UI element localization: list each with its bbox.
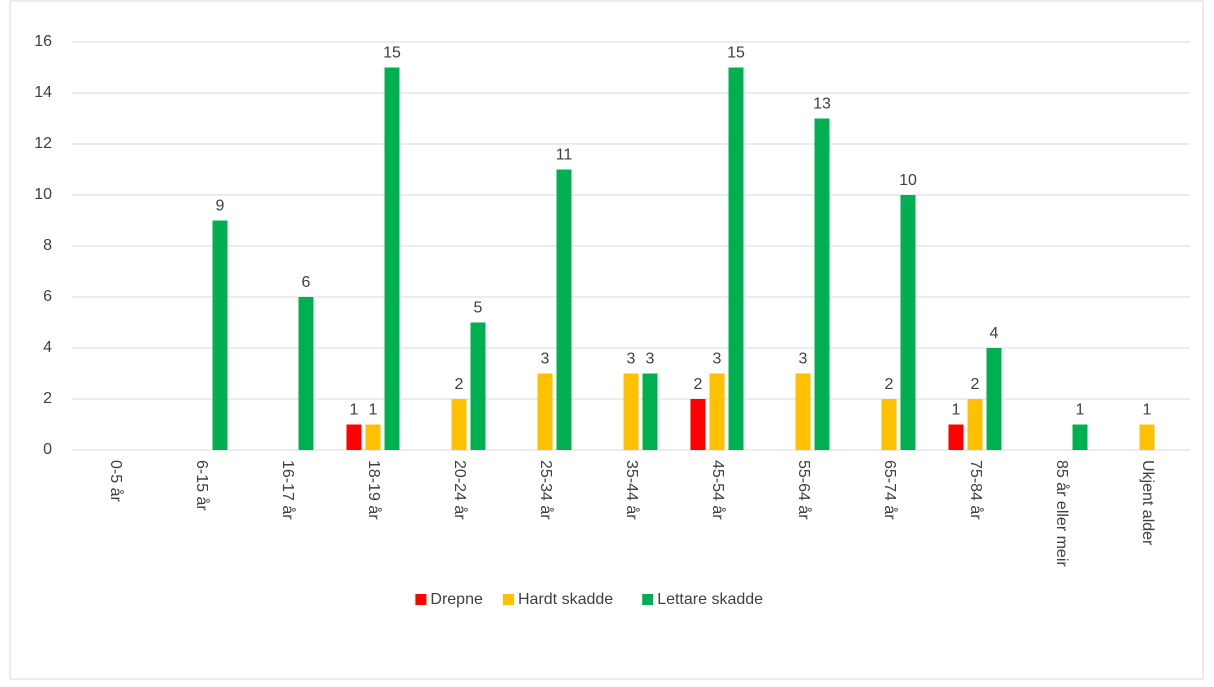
value-label: 9 bbox=[216, 198, 225, 215]
legend-swatch bbox=[415, 594, 427, 605]
y-tick-label: 6 bbox=[43, 288, 52, 305]
y-tick-label: 4 bbox=[43, 339, 52, 356]
bar bbox=[470, 322, 486, 450]
value-label: 11 bbox=[556, 147, 573, 164]
x-tick-label: 45-54 år bbox=[709, 460, 727, 520]
bar bbox=[900, 195, 916, 450]
value-label: 15 bbox=[383, 45, 401, 62]
value-label: 3 bbox=[627, 351, 636, 368]
bar bbox=[814, 118, 830, 450]
value-label: 10 bbox=[899, 172, 917, 189]
bar bbox=[623, 373, 639, 450]
bar bbox=[537, 373, 553, 450]
x-tick-label: 16-17 år bbox=[279, 460, 297, 520]
bar bbox=[384, 67, 400, 450]
x-tick-label: 20-24 år bbox=[451, 460, 469, 520]
bar bbox=[365, 424, 381, 450]
bar bbox=[1072, 424, 1088, 450]
bar bbox=[642, 373, 658, 450]
bar bbox=[881, 399, 897, 450]
value-label: 1 bbox=[350, 402, 359, 419]
bar bbox=[690, 399, 706, 450]
y-tick-label: 10 bbox=[34, 186, 52, 203]
value-label: 2 bbox=[455, 376, 464, 393]
value-label: 4 bbox=[990, 325, 999, 342]
legend-label: Lettare skadde bbox=[657, 591, 763, 608]
legend-swatch bbox=[503, 594, 514, 605]
x-tick-label: 75-84 år bbox=[967, 460, 985, 520]
value-label: 13 bbox=[813, 96, 831, 113]
x-tick-label: Ukjent alder bbox=[1139, 460, 1156, 546]
value-label: 6 bbox=[302, 274, 311, 291]
x-tick-label: 35-44 år bbox=[623, 460, 641, 520]
y-tick-label: 16 bbox=[34, 33, 52, 50]
value-label: 3 bbox=[799, 351, 808, 368]
value-label: 1 bbox=[369, 402, 378, 419]
bar bbox=[967, 399, 983, 450]
value-label: 2 bbox=[971, 376, 980, 393]
value-label: 3 bbox=[646, 351, 655, 368]
value-label: 2 bbox=[694, 376, 703, 393]
bar bbox=[986, 348, 1002, 450]
bar bbox=[948, 424, 964, 450]
bar bbox=[1139, 424, 1155, 450]
bar bbox=[451, 399, 467, 450]
bar bbox=[556, 169, 572, 450]
bar bbox=[709, 373, 725, 450]
x-tick-label: 0-5 år bbox=[107, 460, 125, 502]
legend-label: Drepne bbox=[430, 591, 483, 608]
value-label: 5 bbox=[474, 300, 483, 317]
value-label: 3 bbox=[713, 351, 722, 368]
legend-label: Hardt skadde bbox=[518, 591, 613, 608]
bar bbox=[298, 297, 314, 450]
x-tick-label: 6-15 år bbox=[193, 460, 211, 511]
value-label: 1 bbox=[952, 402, 961, 419]
legend-swatch bbox=[642, 594, 654, 605]
bar bbox=[346, 424, 362, 450]
value-label: 15 bbox=[727, 45, 745, 62]
bar bbox=[795, 373, 811, 450]
chart-frame bbox=[9, 0, 1204, 680]
value-label: 2 bbox=[885, 376, 894, 393]
y-tick-label: 14 bbox=[34, 84, 52, 101]
bar bbox=[728, 67, 744, 450]
bar bbox=[212, 220, 228, 450]
y-tick-label: 12 bbox=[34, 135, 52, 152]
x-tick-label: 25-34 år bbox=[537, 460, 555, 520]
value-label: 1 bbox=[1076, 402, 1085, 419]
y-tick-label: 8 bbox=[43, 237, 52, 254]
x-tick-label: 18-19 år bbox=[365, 460, 383, 520]
y-tick-label: 2 bbox=[43, 390, 52, 407]
value-label: 1 bbox=[1143, 402, 1152, 419]
value-label: 3 bbox=[541, 351, 550, 368]
y-tick-label: 0 bbox=[43, 441, 52, 458]
x-tick-label: 85 år eller meir bbox=[1053, 460, 1071, 567]
x-tick-label: 55-64 år bbox=[795, 460, 813, 520]
x-tick-label: 65-74 år bbox=[881, 460, 899, 520]
